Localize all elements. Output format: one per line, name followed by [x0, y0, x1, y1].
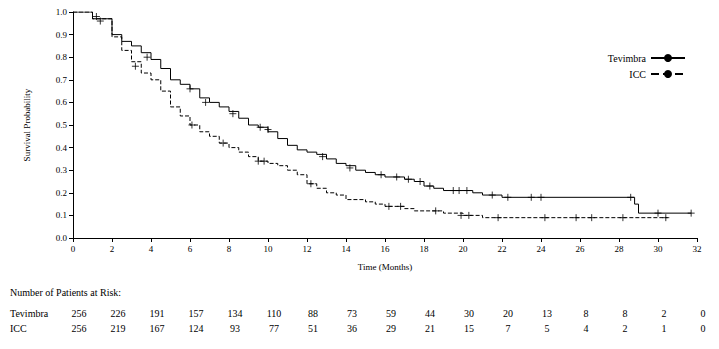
svg-text:ICC: ICC	[10, 323, 27, 334]
svg-text:44: 44	[425, 308, 435, 319]
svg-text:8: 8	[623, 308, 628, 319]
svg-text:13: 13	[542, 308, 552, 319]
svg-text:134: 134	[228, 308, 243, 319]
svg-text:1: 1	[662, 323, 667, 334]
svg-text:1.0: 1.0	[56, 7, 68, 17]
svg-text:36: 36	[347, 323, 357, 334]
svg-text:4: 4	[584, 323, 589, 334]
svg-text:0.2: 0.2	[56, 188, 67, 198]
svg-text:0.5: 0.5	[56, 120, 68, 130]
svg-text:8: 8	[227, 244, 232, 254]
svg-text:32: 32	[693, 244, 702, 254]
svg-text:ICC: ICC	[629, 69, 646, 80]
svg-text:Tevimbra: Tevimbra	[608, 53, 647, 64]
svg-text:256: 256	[72, 308, 87, 319]
svg-text:22: 22	[498, 244, 507, 254]
svg-text:28: 28	[615, 244, 625, 254]
svg-text:110: 110	[267, 308, 282, 319]
svg-text:18: 18	[420, 244, 430, 254]
svg-text:Survival Probability: Survival Probability	[22, 88, 32, 161]
svg-text:219: 219	[111, 323, 126, 334]
svg-text:157: 157	[189, 308, 204, 319]
svg-text:167: 167	[150, 323, 165, 334]
svg-text:226: 226	[111, 308, 126, 319]
svg-text:2: 2	[662, 308, 667, 319]
svg-text:16: 16	[381, 244, 391, 254]
svg-text:14: 14	[342, 244, 352, 254]
svg-text:51: 51	[308, 323, 318, 334]
svg-text:10: 10	[264, 244, 274, 254]
svg-text:0: 0	[701, 323, 706, 334]
svg-text:20: 20	[459, 244, 469, 254]
svg-text:30: 30	[464, 308, 474, 319]
svg-text:26: 26	[576, 244, 586, 254]
svg-text:5: 5	[545, 323, 550, 334]
svg-text:0.0: 0.0	[56, 233, 68, 243]
svg-text:12: 12	[303, 244, 312, 254]
svg-text:Time (Months): Time (Months)	[358, 262, 412, 272]
svg-text:15: 15	[464, 323, 474, 334]
svg-text:8: 8	[584, 308, 589, 319]
svg-text:0.9: 0.9	[56, 30, 68, 40]
svg-text:29: 29	[386, 323, 396, 334]
svg-text:191: 191	[150, 308, 165, 319]
svg-text:0.4: 0.4	[56, 143, 68, 153]
svg-text:0.6: 0.6	[56, 97, 68, 107]
svg-text:0: 0	[701, 308, 706, 319]
svg-text:Tevimbra: Tevimbra	[10, 308, 49, 319]
svg-text:6: 6	[188, 244, 193, 254]
svg-text:2: 2	[623, 323, 628, 334]
svg-text:7: 7	[506, 323, 511, 334]
svg-text:20: 20	[503, 308, 513, 319]
svg-text:0: 0	[71, 244, 76, 254]
svg-text:59: 59	[386, 308, 396, 319]
svg-text:0.8: 0.8	[56, 52, 68, 62]
svg-text:124: 124	[189, 323, 204, 334]
svg-text:73: 73	[347, 308, 357, 319]
svg-text:0.1: 0.1	[56, 210, 67, 220]
svg-text:77: 77	[269, 323, 279, 334]
svg-text:24: 24	[537, 244, 547, 254]
svg-text:0.3: 0.3	[56, 165, 68, 175]
svg-text:88: 88	[308, 308, 318, 319]
svg-text:2: 2	[110, 244, 115, 254]
svg-text:30: 30	[654, 244, 664, 254]
svg-text:93: 93	[230, 323, 240, 334]
svg-text:0.7: 0.7	[56, 75, 68, 85]
svg-text:Number of Patients at Risk:: Number of Patients at Risk:	[10, 287, 121, 298]
svg-text:256: 256	[72, 323, 87, 334]
svg-text:21: 21	[425, 323, 435, 334]
svg-text:4: 4	[149, 244, 154, 254]
